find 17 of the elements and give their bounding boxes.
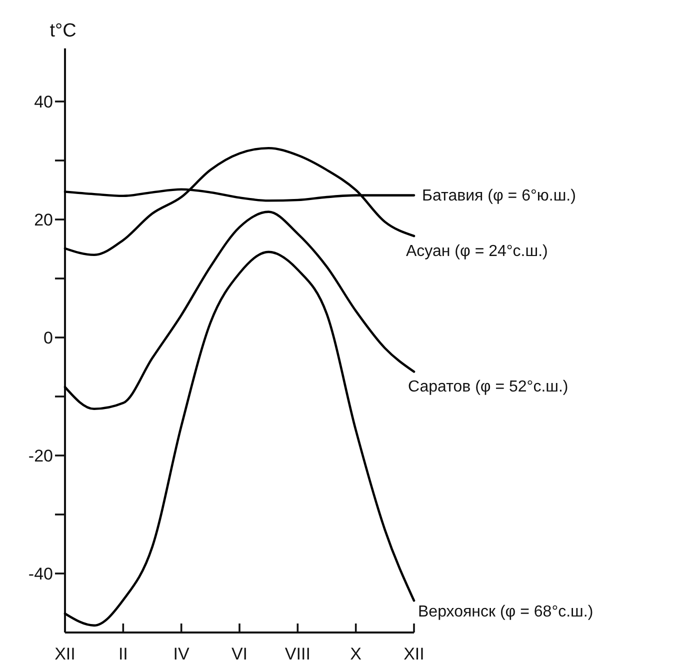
- x-tick-label: X: [350, 644, 362, 664]
- y-tick-label: 0: [44, 328, 53, 348]
- y-tick-label: -20: [28, 446, 53, 466]
- y-tick-label: 20: [34, 210, 53, 230]
- x-tick-label: VI: [231, 644, 248, 664]
- x-tick-label: II: [118, 644, 128, 664]
- series-label: Саратов (φ = 52°с.ш.): [408, 378, 568, 396]
- series-label: Верхоянск (φ = 68°с.ш.): [418, 604, 594, 621]
- y-axis-title: t°C: [50, 20, 76, 42]
- series-label: Асуан (φ = 24°с.ш.): [406, 243, 548, 260]
- x-tick-label: VIII: [284, 644, 310, 664]
- x-tick-label: IV: [173, 644, 190, 664]
- y-tick-label: 40: [34, 92, 53, 112]
- y-tick-label: -40: [28, 564, 53, 584]
- x-tick-label: XII: [404, 644, 424, 664]
- x-tick-label: XII: [54, 644, 76, 664]
- series-label: Батавия (φ = 6°ю.ш.): [422, 187, 576, 204]
